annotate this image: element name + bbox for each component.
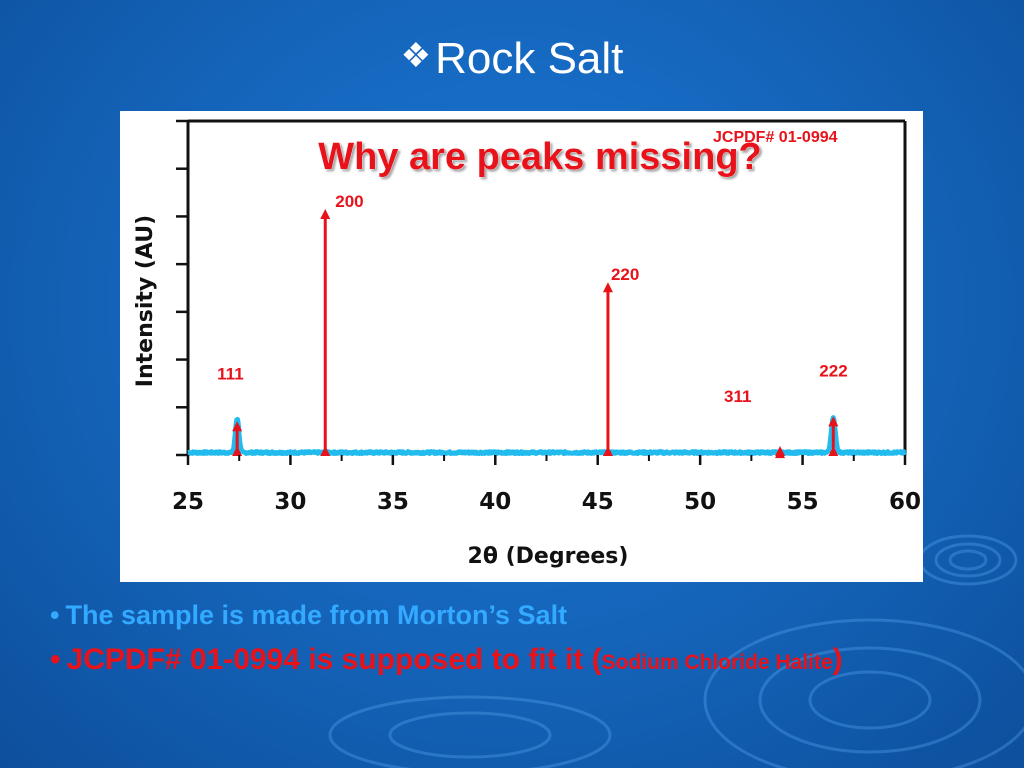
bullet-jcpdf-fit: • JCPDF# 01-0994 is supposed to fit it (S… bbox=[50, 643, 1010, 677]
reference-base-marker bbox=[828, 446, 839, 456]
xrd-chart: 111 200 220 311 222 25 30 35 40 45 50 55 60 Why are… bbox=[133, 119, 921, 569]
reference-peak-marker bbox=[232, 421, 243, 432]
reference-base-marker bbox=[232, 446, 243, 456]
diamond-bullet-icon: ❖ bbox=[400, 37, 432, 75]
reference-peak-label: 200 bbox=[335, 192, 363, 211]
chart-panel: 111 200 220 311 222 25 30 35 40 45 50 55 60 Why are… bbox=[120, 111, 923, 582]
bullet-text-main: JCPDF# 01-0994 is supposed to fit it ( bbox=[66, 643, 602, 676]
reference-peak-label: 222 bbox=[819, 361, 847, 380]
x-tick-label: 25 bbox=[172, 489, 204, 515]
bullet-text-small: Sodium Chloride Halite bbox=[601, 651, 833, 674]
x-tick-label: 50 bbox=[684, 489, 716, 515]
x-tick-label: 40 bbox=[479, 489, 511, 515]
reference-base-marker bbox=[320, 446, 331, 456]
reference-peak-marker bbox=[828, 416, 839, 427]
reference-base-marker bbox=[775, 446, 786, 456]
x-tick-label: 35 bbox=[377, 489, 409, 515]
slide-title: ❖Rock Salt bbox=[0, 34, 1024, 84]
bullet-dot-icon: • bbox=[50, 643, 61, 676]
reference-base-marker bbox=[602, 446, 613, 456]
x-tick-label: 60 bbox=[889, 489, 921, 515]
bullet-morton-salt: • The sample is made from Morton’s Salt bbox=[50, 600, 1010, 631]
bullet-text: The sample is made from Morton’s Salt bbox=[65, 600, 568, 630]
bullet-list: • The sample is made from Morton’s Salt •… bbox=[50, 600, 1010, 677]
reference-peak-marker bbox=[320, 209, 331, 219]
reference-peak-label: 111 bbox=[217, 364, 244, 383]
chart-title: Why are peaks missing? bbox=[318, 136, 762, 178]
reference-peak-label: 311 bbox=[724, 387, 751, 406]
x-tick-label: 55 bbox=[787, 489, 819, 515]
bullet-dot-icon: • bbox=[50, 600, 60, 630]
measured-pattern-line bbox=[186, 415, 907, 456]
slide-title-text: Rock Salt bbox=[435, 34, 624, 83]
reference-peak-label: 220 bbox=[611, 265, 639, 284]
x-axis-label: 2θ (Degrees) bbox=[468, 544, 629, 569]
x-tick-label: 45 bbox=[582, 489, 614, 515]
y-axis-label: Intensity (AU) bbox=[133, 215, 158, 387]
bullet-text-end: ) bbox=[832, 643, 843, 676]
reference-label: JCPDF# 01-0994 bbox=[713, 129, 838, 146]
reference-peak-marker bbox=[602, 282, 613, 293]
x-tick-label: 30 bbox=[274, 489, 306, 515]
